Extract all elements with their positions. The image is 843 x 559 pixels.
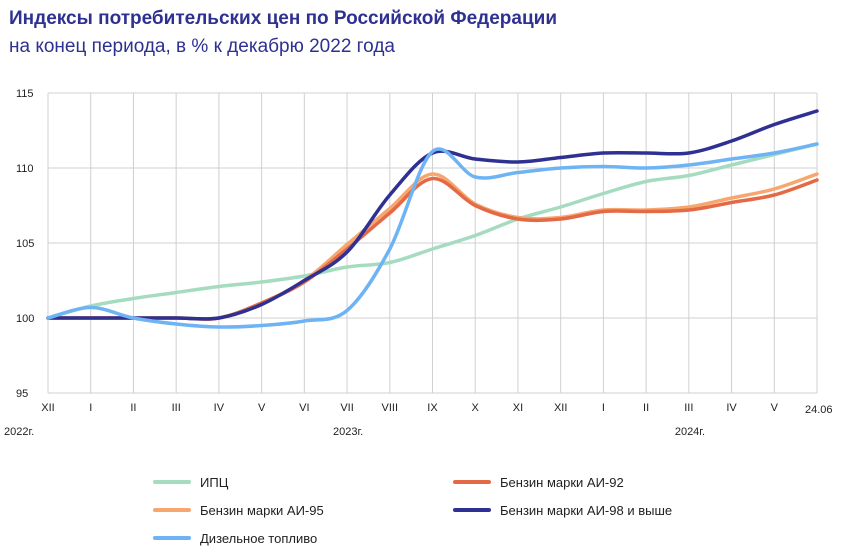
y-axis-ticks: 95 100 105 110 115 <box>16 88 34 400</box>
x-tick-label: IX <box>427 402 438 414</box>
x-tick-label: III <box>172 402 181 414</box>
series-line-4 <box>46 142 819 329</box>
chart-subtitle: на конец периода, в % к декабрю 2022 год… <box>9 36 395 57</box>
legend-label: Дизельное топливо <box>200 531 317 546</box>
x-tick-label: IV <box>214 402 225 414</box>
year-labels: 2022г. 2023г. 2024г. <box>4 426 705 438</box>
legend-label: Бензин марки АИ-92 <box>500 475 624 490</box>
x-tick-label: IV <box>726 402 737 414</box>
legend-label: Бензин марки АИ-95 <box>200 503 324 518</box>
series-lines <box>46 109 819 329</box>
legend: ИПЦ Бензин марки АИ-92 Бензин марки АИ-95 Б… <box>153 475 672 546</box>
legend-label: Бензин марки АИ-98 и выше <box>500 503 672 518</box>
x-tick-label: V <box>771 402 779 414</box>
legend-label: ИПЦ <box>200 475 229 490</box>
x-tick-label: I <box>602 402 605 414</box>
x-tick-label: III <box>684 402 693 414</box>
y-tick-label: 115 <box>16 88 34 100</box>
legend-item: ИПЦ <box>153 475 229 490</box>
legend-item: Бензин марки АИ-98 и выше <box>453 503 672 518</box>
x-tick-label: II <box>130 402 136 414</box>
y-tick-label: 105 <box>16 238 34 250</box>
x-tick-label: VIII <box>382 402 399 414</box>
legend-item: Бензин марки АИ-92 <box>453 475 624 490</box>
x-tick-label: 24.06 <box>805 404 833 416</box>
series-line-0 <box>46 142 819 320</box>
y-tick-label: 95 <box>16 388 28 400</box>
x-tick-label: XI <box>513 402 523 414</box>
year-label: 2024г. <box>675 426 705 438</box>
x-tick-label: V <box>258 402 266 414</box>
legend-item: Бензин марки АИ-95 <box>153 503 324 518</box>
x-tick-label: X <box>472 402 480 414</box>
year-label: 2022г. <box>4 426 34 438</box>
grid-lines <box>47 92 818 394</box>
x-tick-label: VII <box>340 402 353 414</box>
x-tick-label: VI <box>299 402 309 414</box>
x-tick-label: II <box>643 402 649 414</box>
year-label: 2023г. <box>333 426 363 438</box>
x-axis-ticks: XII I II III IV V VI VII VIII IX X XI XII I II III IV V 24… <box>41 402 832 416</box>
x-tick-label: I <box>89 402 92 414</box>
chart-title: Индексы потребительских цен по Российско… <box>9 8 557 29</box>
y-tick-label: 100 <box>16 313 34 325</box>
x-tick-label: XII <box>41 402 54 414</box>
legend-item: Дизельное топливо <box>153 531 317 546</box>
x-tick-label: XII <box>554 402 567 414</box>
y-tick-label: 110 <box>16 163 34 175</box>
